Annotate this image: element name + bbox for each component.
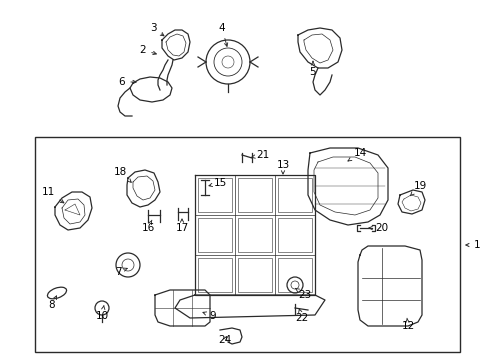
Text: 22: 22 — [295, 309, 308, 323]
Text: 21: 21 — [250, 150, 269, 160]
Bar — [238, 258, 271, 292]
Bar — [198, 258, 231, 292]
Text: 11: 11 — [41, 187, 64, 203]
Text: 15: 15 — [208, 178, 226, 188]
Text: 6: 6 — [119, 77, 136, 87]
Text: 3: 3 — [149, 23, 163, 36]
Bar — [278, 258, 311, 292]
Text: 19: 19 — [409, 181, 426, 196]
Text: 7: 7 — [115, 267, 127, 277]
Text: 10: 10 — [95, 305, 108, 321]
Text: 23: 23 — [295, 288, 311, 300]
Text: 16: 16 — [141, 220, 154, 233]
Text: 12: 12 — [401, 318, 414, 331]
Bar — [198, 178, 231, 212]
Text: 5: 5 — [309, 61, 316, 77]
Text: 8: 8 — [49, 296, 57, 310]
Bar — [238, 178, 271, 212]
Bar — [35, 137, 459, 352]
Text: 18: 18 — [113, 167, 131, 182]
Text: 2: 2 — [140, 45, 156, 55]
Bar — [238, 218, 271, 252]
Text: 14: 14 — [347, 148, 366, 161]
Text: 1: 1 — [465, 240, 479, 250]
Text: 9: 9 — [203, 311, 216, 321]
Text: 17: 17 — [175, 219, 188, 233]
Text: 20: 20 — [368, 223, 388, 233]
Bar — [198, 218, 231, 252]
Text: 4: 4 — [218, 23, 227, 46]
Bar — [278, 218, 311, 252]
Text: 24: 24 — [218, 335, 231, 345]
Text: 13: 13 — [276, 160, 289, 174]
Bar — [278, 178, 311, 212]
